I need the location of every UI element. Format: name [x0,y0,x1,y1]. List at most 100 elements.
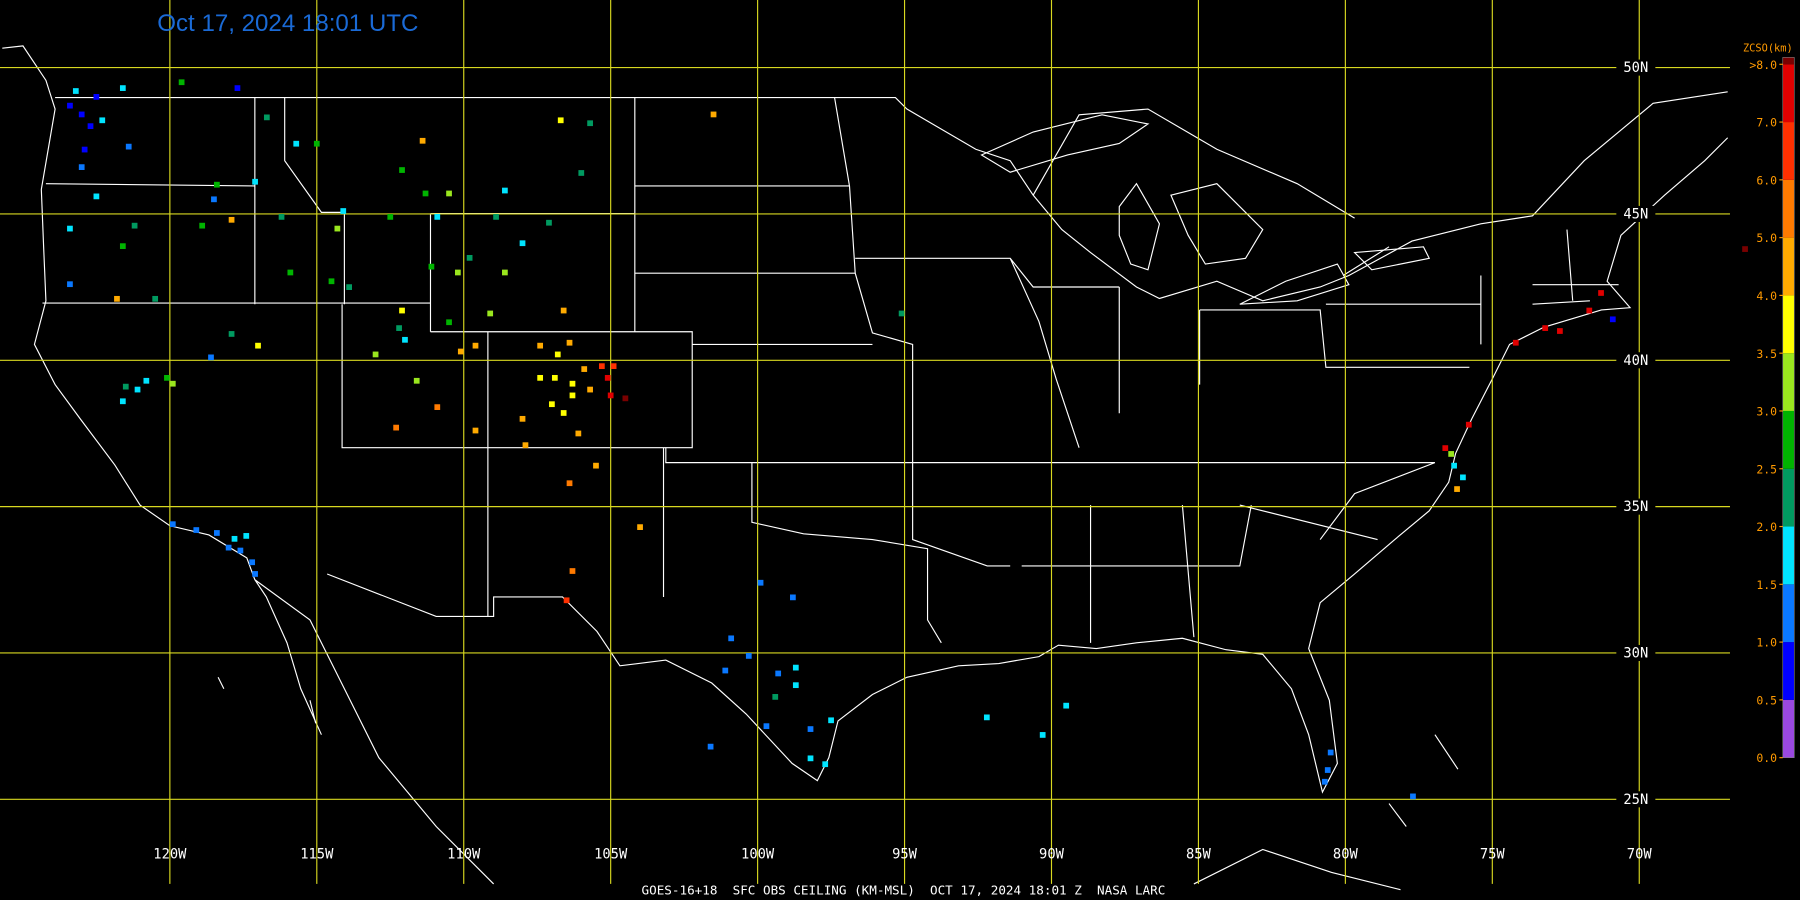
station [1324,767,1331,773]
station [1410,793,1416,800]
colorbar-label: 0.5 [1756,693,1777,707]
station [1542,325,1549,331]
station [610,363,617,370]
station [249,559,256,566]
station [569,392,576,399]
station [372,351,379,358]
station [745,653,752,659]
station [569,568,576,574]
station [587,386,593,393]
station [560,307,567,314]
lon-label: 70W [1627,847,1653,863]
station [587,120,593,127]
colorbar-label: 7.0 [1756,116,1777,130]
station [119,243,126,250]
station [199,222,206,229]
station [419,137,426,144]
station [622,395,629,402]
colorbar-segment [1782,179,1795,238]
station [1321,778,1328,785]
station [228,331,235,337]
labels: 120W 115W 110W 105W 100W 95W 90W 85W 80W 75W 70W 50… [153,57,1795,863]
station [93,193,100,200]
colorbar-segment [1782,237,1795,296]
station [214,530,220,536]
station [255,342,261,349]
station [519,415,526,422]
station [722,667,729,674]
station [78,164,85,170]
station [1460,474,1466,481]
station [413,377,420,384]
station [466,254,473,261]
station [81,146,88,153]
lon-label: 100W [741,847,775,863]
station [169,380,176,387]
station [457,348,464,355]
station [93,94,100,100]
station [707,743,714,750]
graticule [0,0,1730,884]
station [560,410,567,416]
station [446,190,452,197]
station [211,196,217,203]
station [208,354,214,361]
colorbar-segment [1782,468,1795,527]
lon-label: 85W [1186,847,1212,863]
station [581,366,588,372]
colorbar-segment [1782,642,1795,700]
great-lakes [980,114,1431,305]
station [346,284,352,290]
station [546,219,552,226]
station [193,527,200,533]
station [790,594,796,601]
colorbar-frame [1782,57,1795,758]
station [428,263,435,270]
station [228,216,235,223]
stations [67,79,1748,800]
station [772,694,779,700]
colorbar-label: 1.0 [1756,636,1777,650]
station [710,111,717,118]
station [252,178,258,185]
station [393,424,400,431]
colorbar-label: 3.0 [1756,405,1777,419]
station [554,351,561,358]
station [578,170,585,176]
station [551,374,558,381]
station [143,377,150,384]
station [169,521,176,528]
station [231,535,238,542]
station [792,682,799,689]
lon-label: 95W [892,847,918,863]
station [125,143,132,150]
station [119,85,126,91]
colorbar-label: 1.5 [1756,578,1777,592]
station [234,85,241,91]
station [637,524,643,530]
colorbar-segment [1782,526,1795,585]
station [334,225,341,232]
station [237,547,244,554]
station [807,755,814,762]
lon-label: 110W [447,847,481,863]
station [87,123,94,130]
lat-label: 35N [1623,499,1648,515]
lat-label-bg [1616,352,1656,369]
lat-label-bg [1616,205,1656,222]
station [67,281,73,288]
station [134,386,141,393]
colorbar-segment [1782,57,1795,65]
station [328,278,335,285]
station [1063,702,1070,709]
colorbar-label: 0.0 [1756,751,1777,765]
lat-label: 40N [1623,353,1648,369]
station [604,374,611,381]
station [78,111,85,118]
colorbar-label: 6.0 [1756,173,1777,187]
colorbar-label: 3.5 [1756,347,1777,361]
station [983,714,990,721]
station [537,342,544,349]
